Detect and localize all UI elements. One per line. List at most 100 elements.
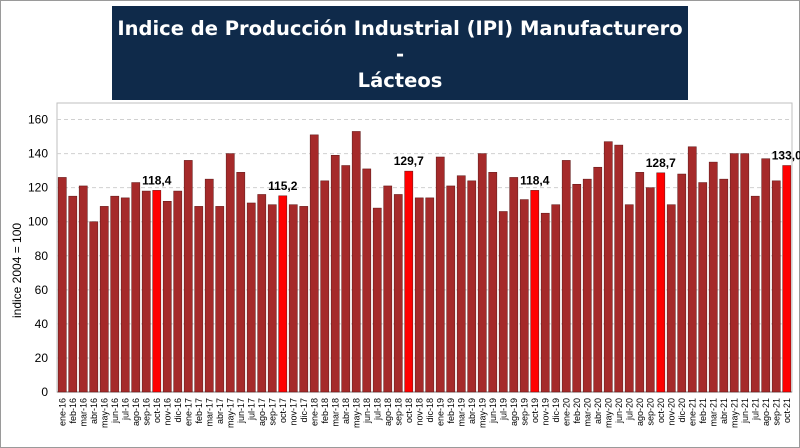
x-tick-label: feb-20 [572, 398, 582, 424]
x-tick-label: nov-19 [540, 398, 550, 426]
bar [110, 195, 120, 393]
x-tick-label: sep-16 [141, 398, 151, 426]
x-tick-label: sep-21 [771, 398, 781, 426]
x-tick-label: mar-16 [78, 398, 88, 427]
bar [488, 172, 498, 393]
x-tick-label: may-16 [99, 398, 109, 428]
bar-highlight [782, 165, 792, 393]
x-tick-label: may-18 [351, 398, 361, 428]
bar [267, 204, 277, 393]
bar [173, 190, 183, 393]
title-box: Indice de Producción Industrial (IPI) Ma… [112, 6, 688, 115]
bar [740, 153, 750, 393]
bar [68, 195, 78, 393]
bar [57, 177, 67, 393]
x-tick-label: jun-18 [362, 398, 372, 424]
data-label: 118,4 [142, 173, 172, 187]
bar [320, 180, 330, 393]
x-tick-label: sep-20 [645, 398, 655, 426]
x-tick-label: sep-18 [393, 398, 403, 426]
data-label: 118,4 [520, 173, 550, 187]
x-tick-label: may-21 [729, 398, 739, 428]
x-tick-label: dic-18 [425, 398, 435, 423]
bar [477, 153, 487, 393]
x-tick-label: ago-19 [509, 398, 519, 426]
y-tick-label: 100 [28, 215, 48, 229]
bar [519, 199, 529, 393]
x-tick-label: jun-19 [488, 398, 498, 424]
bar [435, 156, 445, 393]
x-tick-label: ene-17 [183, 398, 193, 426]
chart-subtitle: - Base 2004 = 100 - [329, 98, 471, 115]
bar [645, 187, 655, 393]
bar [288, 204, 298, 393]
x-tick-label: jun-20 [614, 398, 624, 424]
bar [572, 183, 582, 393]
bar [582, 178, 592, 393]
x-tick-label: dic-17 [299, 398, 309, 423]
bar-highlight [404, 170, 414, 393]
bar-highlight [152, 190, 162, 393]
x-tick-label: mar-18 [330, 398, 340, 427]
bar [204, 178, 214, 393]
bar [99, 206, 109, 393]
bar [393, 194, 403, 393]
x-tick-label: mar-19 [456, 398, 466, 427]
bar [162, 201, 172, 393]
bar [467, 180, 477, 393]
bar [225, 153, 235, 393]
x-tick-label: jul-18 [372, 398, 382, 421]
x-tick-label: jun-16 [110, 398, 120, 424]
x-tick-label: may-17 [225, 398, 235, 428]
chart-title-line2: Lácteos [357, 69, 443, 92]
x-tick-label: feb-19 [446, 398, 456, 424]
bar [498, 211, 508, 393]
x-tick-label: oct-19 [530, 398, 540, 423]
bar [414, 197, 424, 393]
bar [446, 185, 456, 393]
bar [183, 160, 193, 393]
x-tick-label: jul-17 [246, 398, 256, 421]
x-tick-label: abr-18 [341, 398, 351, 424]
bar [246, 202, 256, 393]
x-tick-label: feb-18 [320, 398, 330, 424]
bar [540, 212, 550, 393]
x-tick-label: nov-17 [288, 398, 298, 426]
x-tick-label: feb-17 [194, 398, 204, 424]
bar [561, 160, 571, 393]
chart-title-line1: Indice de Producción Industrial (IPI) Ma… [117, 17, 683, 66]
x-tick-label: mar-20 [582, 398, 592, 427]
x-tick-label: mar-21 [708, 398, 718, 427]
x-tick-label: ago-18 [383, 398, 393, 426]
y-tick-label: 40 [35, 317, 49, 331]
x-tick-label: jul-16 [120, 398, 130, 421]
bar [341, 165, 351, 393]
bar [362, 168, 372, 393]
bar [719, 178, 729, 393]
bar [257, 194, 267, 393]
x-tick-label: sep-17 [267, 398, 277, 426]
x-tick-label: ago-16 [131, 398, 141, 426]
bar [215, 206, 225, 393]
x-tick-label: nov-18 [414, 398, 424, 426]
bar [351, 131, 361, 393]
x-tick-label: feb-21 [698, 398, 708, 424]
bar [551, 204, 561, 393]
x-tick-label: jul-20 [624, 398, 634, 421]
bar [771, 180, 781, 393]
y-tick-label: 0 [41, 385, 48, 399]
bar [750, 195, 760, 393]
bar [120, 197, 130, 393]
bar [131, 182, 141, 393]
x-tick-label: jul-19 [498, 398, 508, 421]
bar [141, 190, 151, 393]
bar [299, 206, 309, 393]
bar [456, 175, 466, 393]
bar [687, 146, 697, 393]
bar [78, 185, 88, 393]
x-tick-label: dic-16 [173, 398, 183, 423]
bar [677, 173, 687, 393]
bar [666, 204, 676, 393]
data-label: 115,2 [268, 179, 298, 193]
